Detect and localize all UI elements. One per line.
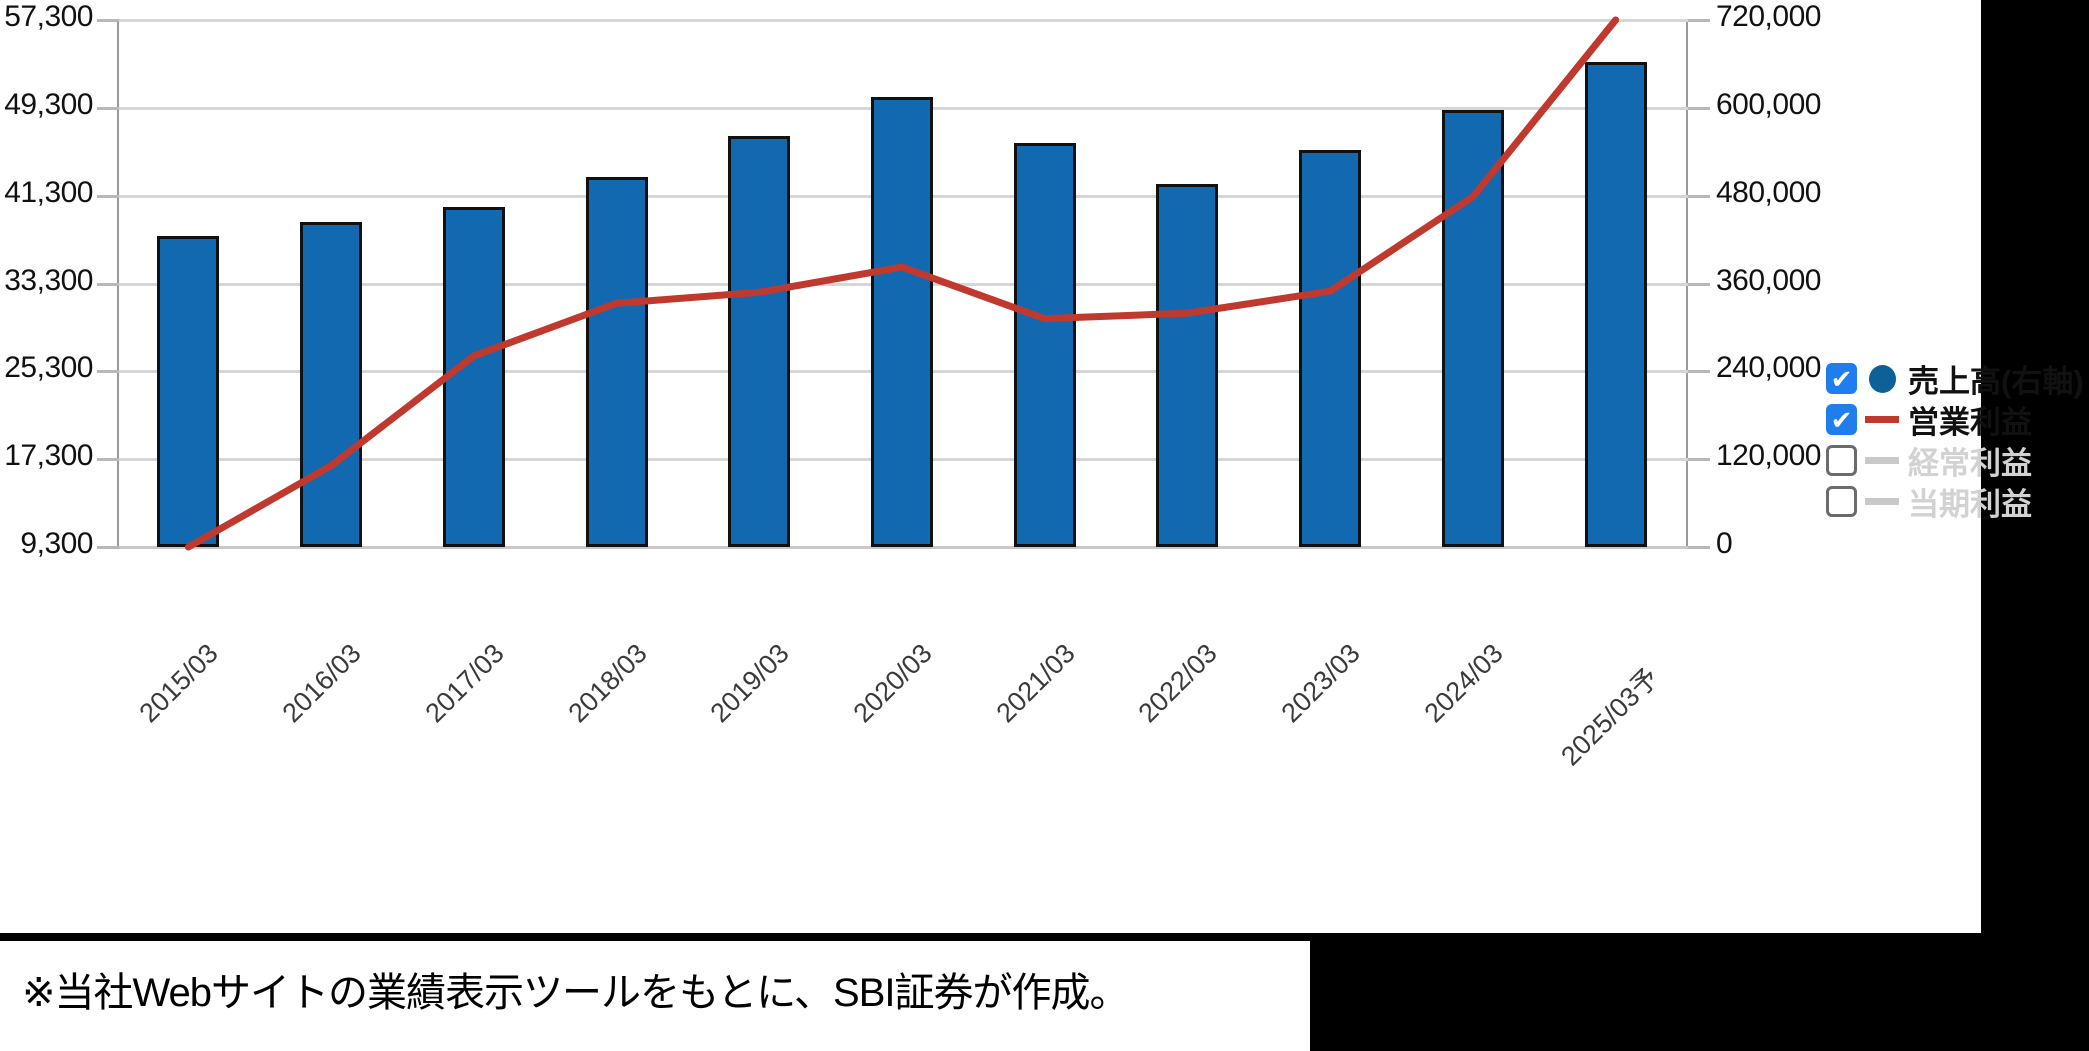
x-axis-label: 2016/03 [276,638,367,729]
left-axis-tick [97,546,119,549]
x-axis-label: 2023/03 [1275,638,1366,729]
legend-marker-shape [1865,416,1899,423]
checkbox-unchecked-icon[interactable] [1826,445,1857,476]
right-axis-tick [1688,458,1710,462]
legend-item-1[interactable]: ✔ 売上高(右軸) [1826,358,2084,399]
left-axis-tick-label: 57,300 [4,0,93,33]
legend-line-icon [1864,498,1900,505]
left-axis-tick-label: 49,300 [4,87,93,121]
right-axis-tick [1688,19,1710,22]
left-axis-tick [97,194,119,198]
right-axis-tick-label: 120,000 [1716,439,1821,473]
bar [585,176,648,547]
bar [1156,183,1219,547]
legend-item-3[interactable]: 経常利益 [1826,440,2076,481]
left-axis-tick [97,106,119,110]
left-axis-tick-label: 25,300 [4,351,93,385]
black-panel-right [1981,0,2089,941]
legend-marker-shape [1865,498,1899,505]
bar [1584,61,1647,547]
legend-item-label: 売上高(右軸) [1908,364,2084,399]
x-axis-label: 2020/03 [847,638,938,729]
left-axis-tick-label: 33,300 [4,263,93,297]
bar [300,222,363,547]
right-axis-tick-label: 240,000 [1716,351,1821,385]
check-icon: ✔ [1830,363,1853,394]
right-axis-tick [1688,282,1710,286]
bar [728,136,791,547]
footnote-text: ※当社Webサイトの業績表示ツールをもとに、SBI証券が作成。 [22,971,1130,1015]
right-axis-tick-label: 480,000 [1716,175,1821,209]
left-axis-tick-label: 41,300 [4,175,93,209]
right-axis-tick [1688,106,1710,110]
chart-legend[interactable]: ✔ 売上高(右軸) ✔ 営業利益経常利益当期利益 [1826,358,2084,522]
x-axis-label: 2021/03 [990,638,1081,729]
left-axis-tick [97,19,119,22]
bar [1299,150,1362,547]
x-axis-label: 2019/03 [704,638,796,729]
black-separator-bar [0,933,2089,941]
legend-line-icon [1864,416,1900,423]
legend-line-icon [1864,457,1900,464]
left-axis-tick [97,370,119,374]
legend-item-4[interactable]: 当期利益 [1826,481,2076,522]
left-axis-tick-label: 9,300 [20,527,93,560]
right-axis-tick-label: 600,000 [1716,87,1821,121]
x-axis-label: 2025/03予 [1554,662,1665,772]
legend-dot-icon [1864,364,1900,393]
legend-marker-shape [1868,364,1896,393]
bar [1013,142,1076,547]
right-axis-tick [1688,546,1710,549]
x-axis-label: 2017/03 [419,638,510,729]
legend-marker-shape [1865,457,1899,464]
right-axis-tick-label: 720,000 [1716,0,1821,33]
right-axis-tick [1688,370,1710,374]
bar [442,206,505,547]
black-panel-bottom [1310,941,2089,1051]
x-axis-label: 2022/03 [1133,638,1224,729]
checkbox-checked-icon[interactable]: ✔ [1826,404,1857,435]
bar [1441,110,1504,547]
legend-item-label: 経常利益 [1908,446,2032,481]
checkbox-unchecked-icon[interactable] [1826,486,1857,517]
left-axis-tick [97,282,119,286]
right-axis-tick [1688,194,1710,198]
check-icon: ✔ [1830,404,1853,435]
bar [871,96,933,547]
legend-item-label: 営業利益 [1908,405,2032,440]
right-axis-tick-label: 360,000 [1716,263,1821,297]
right-axis-tick-label: 0 [1716,527,1733,560]
x-axis-label: 2015/03 [133,638,225,729]
gridline [117,19,1688,22]
legend-item-label: 当期利益 [1908,487,2032,522]
x-axis-label: 2018/03 [562,638,653,729]
x-axis-label: 2024/03 [1418,638,1509,729]
bar [157,235,220,547]
left-axis-tick [97,458,119,462]
checkbox-checked-icon[interactable]: ✔ [1826,363,1857,394]
left-axis-tick-label: 17,300 [4,439,93,473]
legend-item-2[interactable]: ✔ 営業利益 [1826,399,2076,440]
